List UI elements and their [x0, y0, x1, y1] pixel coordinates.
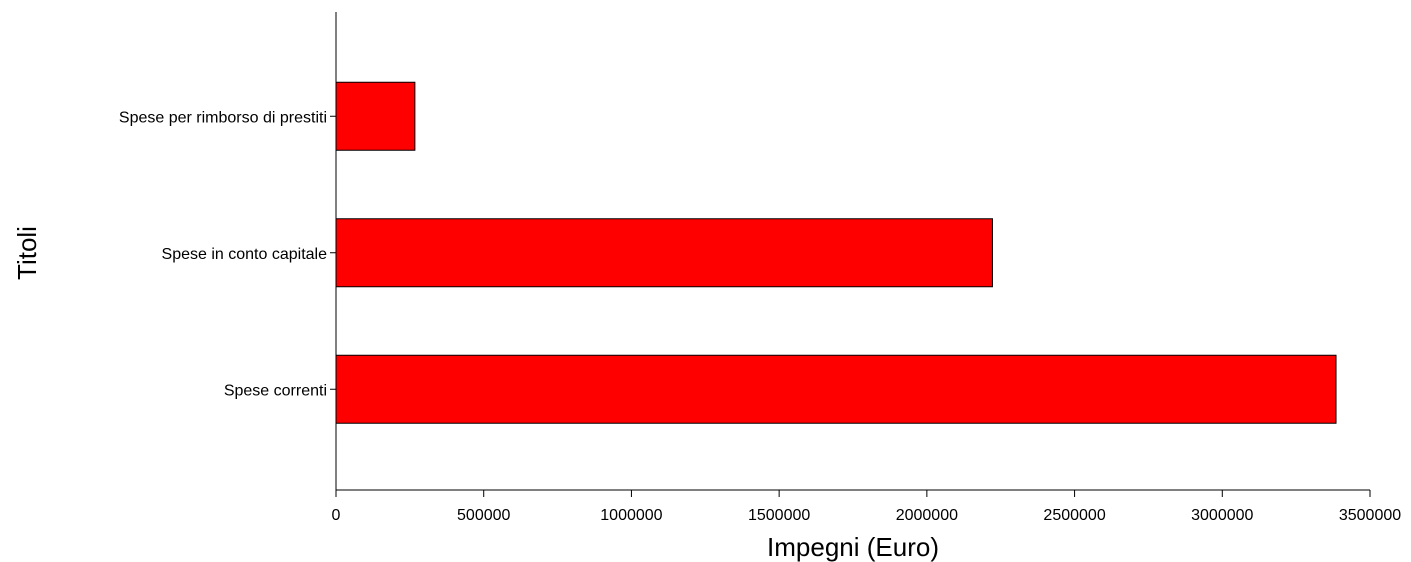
bars-group [335, 81, 1337, 424]
x-tick-label: 0 [332, 507, 341, 524]
y-tick-label: Spese correnti [224, 382, 327, 399]
x-tick-label: 1000000 [600, 507, 662, 524]
x-axis-title: Impegni (Euro) [767, 532, 939, 562]
x-tick-label: 3500000 [1339, 507, 1401, 524]
x-tick-label: 500000 [457, 507, 510, 524]
x-tick-label: 1500000 [748, 507, 810, 524]
x-tick-label: 3000000 [1191, 507, 1253, 524]
y-tick-label: Spese per rimborso di prestiti [119, 109, 327, 126]
y-tick-label: Spese in conto capitale [162, 246, 328, 263]
bar-3 [335, 354, 1337, 424]
x-tick-label: 2000000 [896, 507, 958, 524]
y-axis-title: Titoli [12, 226, 42, 280]
x-ticks-group: 0 500000 1000000 1500000 2000000 2500000 30000… [332, 490, 1401, 524]
bar-1 [335, 81, 416, 151]
bar-2 [335, 218, 993, 288]
x-tick-label: 2500000 [1043, 507, 1105, 524]
y-ticks-group: Spese per rimborso di prestiti Spese in c… [119, 109, 336, 399]
